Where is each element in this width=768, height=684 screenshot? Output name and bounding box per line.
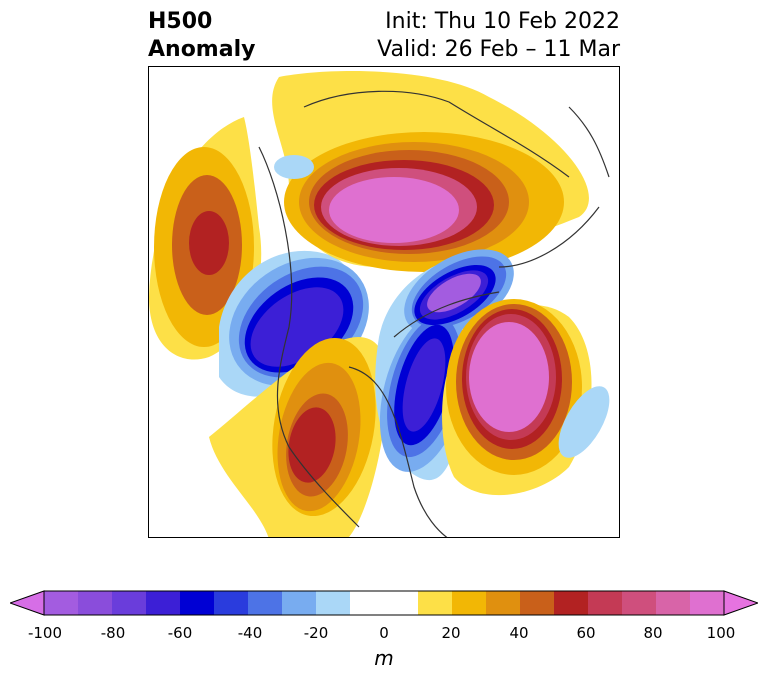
colorbar-level (316, 591, 351, 615)
minor-negative-anomaly (274, 155, 314, 179)
southwest-ridge (209, 337, 387, 537)
colorbar-unit-label: m (374, 646, 394, 670)
tick-label: 80 (643, 624, 663, 642)
colorbar-level (146, 591, 181, 615)
colorbar-level (282, 591, 317, 615)
colorbar-level (214, 591, 249, 615)
tick-label: 0 (379, 624, 389, 642)
colorbar-level (112, 591, 147, 615)
tick-label: -60 (167, 624, 193, 642)
colorbar-outline (43, 590, 725, 616)
tick-label: -40 (237, 624, 263, 642)
colorbar-extend-min (10, 590, 45, 616)
title-field-type: Anomaly (148, 37, 256, 62)
coastlines (258, 90, 610, 537)
colorbar-level (350, 591, 419, 615)
tick-label: 20 (441, 624, 461, 642)
colorbar-level (418, 591, 453, 615)
tick-label: -100 (27, 624, 63, 642)
tick-label: -20 (303, 624, 329, 642)
colorbar-level (690, 591, 725, 615)
title-left: H500 Anomaly (148, 8, 255, 64)
tick-label: 60 (576, 624, 596, 642)
title-variable: H500 (148, 9, 213, 34)
atlantic-ridge (442, 299, 592, 496)
colorbar-level (554, 591, 589, 615)
tick-label: 100 (706, 624, 736, 642)
tick-label: -80 (100, 624, 126, 642)
colorbar-level (486, 591, 521, 615)
colorbar-level (656, 591, 691, 615)
colorbar-level (248, 591, 283, 615)
arctic-ridge (272, 71, 589, 272)
colorbar-level (520, 591, 555, 615)
colorbar-level (44, 591, 79, 615)
colorbar-level (78, 591, 113, 615)
colorbar (10, 590, 758, 616)
anomaly-map (149, 71, 610, 537)
init-time: Init: Thu 10 Feb 2022 (385, 9, 620, 34)
title-right: Init: Thu 10 Feb 2022 Valid: 26 Feb – 11… (377, 8, 620, 64)
tick-label: 40 (509, 624, 529, 642)
colorbar-level (452, 591, 487, 615)
valid-period: Valid: 26 Feb – 11 Mar (377, 37, 620, 62)
minor-negative-anomaly (558, 386, 610, 458)
colorbar-level (588, 591, 623, 615)
colorbar-extend-max (723, 590, 758, 616)
colorbar-level (622, 591, 657, 615)
map-panel (148, 66, 620, 538)
colorbar-level (180, 591, 215, 615)
